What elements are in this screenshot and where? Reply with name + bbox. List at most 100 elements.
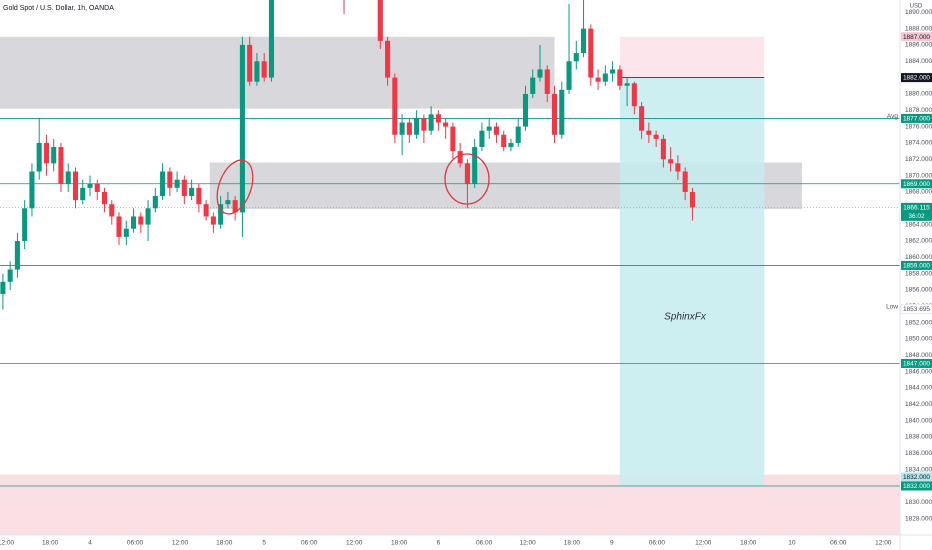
x-tick-label: 06:00 <box>649 540 666 547</box>
candle-body <box>0 281 6 295</box>
y-tick-label: 1856.000 <box>905 287 932 294</box>
candle-body <box>421 118 427 131</box>
candle-body <box>152 196 158 209</box>
candle-body <box>646 130 652 135</box>
candle-body <box>515 126 521 143</box>
y-tick-label: 1890.000 <box>905 9 932 16</box>
candle-body <box>406 122 412 135</box>
candle-body <box>639 106 645 131</box>
candle-body <box>232 200 238 213</box>
candle-body <box>254 61 260 82</box>
candle-body <box>51 147 57 164</box>
candle-body <box>218 204 224 225</box>
candle-body <box>268 0 274 78</box>
candle-body <box>167 171 173 188</box>
y-tick-label: 1828.000 <box>905 515 932 522</box>
y-tick-label: 1848.000 <box>905 352 932 359</box>
price-label: 1887.000 <box>903 34 930 41</box>
candle-body <box>138 216 144 225</box>
zone <box>619 77 765 486</box>
drawn-circle <box>444 153 490 205</box>
candle-body <box>131 216 137 229</box>
candle-body <box>160 171 166 197</box>
y-tick-label: 1852.000 <box>905 319 932 326</box>
y-tick-label: 1886.000 <box>905 42 932 49</box>
candle-body <box>588 28 594 78</box>
price-label: 1869.000 <box>903 181 930 188</box>
candle-body <box>239 44 245 213</box>
x-tick-label: 06:00 <box>476 540 493 547</box>
candle-body <box>493 126 499 135</box>
candle-body <box>247 44 253 82</box>
price-label-box <box>901 32 932 42</box>
candle-body <box>682 171 688 192</box>
candle-body <box>392 77 398 135</box>
y-tick-label: 1842.000 <box>905 401 932 408</box>
candle-body <box>29 171 35 209</box>
candle-body <box>414 118 420 135</box>
watermark: SphinxFx <box>664 312 707 323</box>
y-axis: 1828.000 1830.000 1834.000 1836.000 1838.000… <box>905 9 932 522</box>
chart-title: Gold Spot / U.S. Dollar, 1h, OANDA <box>3 5 114 12</box>
candle-body <box>116 216 122 237</box>
x-tick-label: 18:00 <box>564 540 581 547</box>
candle-body <box>181 179 187 197</box>
candle-body <box>566 61 572 90</box>
candle-body <box>551 93 558 135</box>
zone <box>0 36 555 109</box>
side-text: Avg <box>887 113 898 120</box>
candle-body <box>653 134 659 139</box>
x-tick-label: 06:00 <box>301 540 318 547</box>
price-label-box <box>901 179 932 189</box>
candle-body <box>210 216 216 225</box>
candle-body <box>399 122 405 135</box>
candle-body <box>610 69 616 74</box>
price-label: 1847.000 <box>903 360 930 367</box>
y-tick-label: 1834.000 <box>905 466 932 473</box>
zones <box>0 36 900 535</box>
candle-body <box>457 151 463 164</box>
y-tick-label: 1878.000 <box>905 107 932 114</box>
x-tick-label: 12:00 <box>520 540 537 547</box>
candles <box>0 0 695 310</box>
candle-body <box>87 183 93 188</box>
candle-body <box>522 93 529 127</box>
candle-body <box>624 83 630 86</box>
x-tick-label: 18:00 <box>740 540 757 547</box>
y-tick-label: 1862.000 <box>905 238 932 245</box>
candle-body <box>203 204 209 217</box>
price-label: 1859.000 <box>903 262 930 269</box>
candle-body <box>675 163 681 172</box>
price-label-box <box>901 260 932 270</box>
candle-body <box>94 183 100 192</box>
candle-body <box>101 191 108 205</box>
candle-body <box>261 61 267 78</box>
price-label-box <box>901 358 932 368</box>
y-tick-label: 1840.000 <box>905 417 932 424</box>
price-label-box <box>900 304 932 314</box>
candle-body <box>14 240 20 270</box>
price-label: 1832.000 <box>903 483 930 490</box>
candle-body <box>631 83 637 107</box>
candle-body <box>501 134 507 148</box>
candle-body <box>530 77 536 94</box>
candle-body <box>72 171 79 201</box>
price-labels: 1887.000 1882.000 1877.000 Avg 1869.000 1866.… <box>886 32 932 491</box>
y-tick-label: 1884.000 <box>905 58 932 65</box>
x-tick-label: 06:00 <box>127 540 144 547</box>
price-label: 1882.000 <box>903 75 930 82</box>
candle-body <box>479 130 485 148</box>
candle-body <box>486 126 492 131</box>
x-axis: 12:00 18:00 4 06:00 12:00 18:00 5 06:00 12:00 18:… <box>0 540 892 547</box>
x-tick-label: 18:00 <box>391 540 408 547</box>
y-tick-label: 1836.000 <box>905 450 932 457</box>
candle-body <box>595 77 601 82</box>
y-tick-label: 1880.000 <box>905 91 932 98</box>
candle-body <box>435 114 441 123</box>
price-label: 1832.000 <box>903 474 930 481</box>
candle-body <box>689 191 695 208</box>
y-tick-label: 1864.000 <box>905 221 932 228</box>
candle-body <box>544 69 550 94</box>
candle-body <box>80 187 86 201</box>
countdown: 36:02 <box>908 213 925 220</box>
